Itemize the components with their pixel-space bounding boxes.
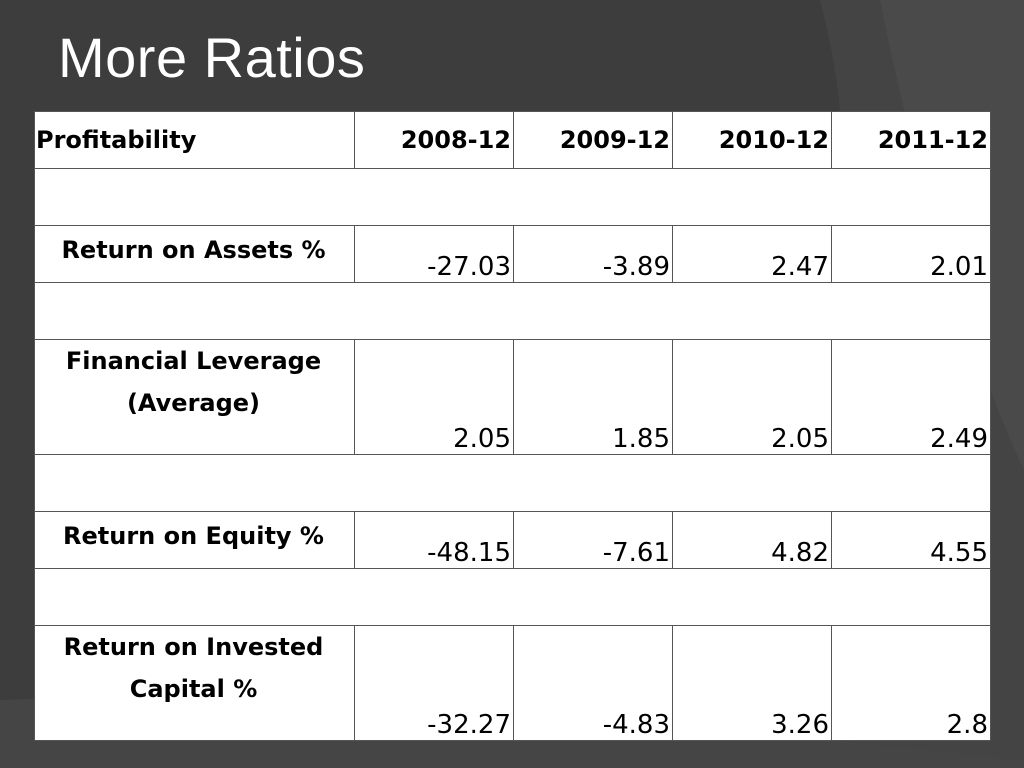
header-year: 2010-12 <box>672 111 832 169</box>
metric-label: Return on Invested Capital % <box>34 625 355 741</box>
metric-value: -48.15 <box>354 511 514 569</box>
metric-value: 2.05 <box>672 339 832 455</box>
metric-value: 4.55 <box>831 511 991 569</box>
metric-value: -4.83 <box>513 625 673 741</box>
metric-value: 2.49 <box>831 339 991 455</box>
metric-label: Return on Equity % <box>34 511 355 569</box>
spacer-cell <box>34 454 991 512</box>
metric-value: 2.01 <box>831 225 991 283</box>
spacer-cell <box>34 568 991 626</box>
header-year: 2009-12 <box>513 111 673 169</box>
table-row: Return on Invested Capital % -32.27 -4.8… <box>34 625 991 741</box>
header-year: 2011-12 <box>831 111 991 169</box>
metric-value: 1.85 <box>513 339 673 455</box>
spacer-row <box>34 282 991 340</box>
table-row: Return on Assets % -27.03 -3.89 2.47 2.0… <box>34 225 991 283</box>
metric-value: -3.89 <box>513 225 673 283</box>
spacer-row <box>34 454 991 512</box>
spacer-row <box>34 568 991 626</box>
metric-value: 2.8 <box>831 625 991 741</box>
ratios-table: Profitability 2008-12 2009-12 2010-12 20… <box>34 111 991 741</box>
table-row: Return on Equity % -48.15 -7.61 4.82 4.5… <box>34 511 991 569</box>
slide-title: More Ratios <box>58 26 366 89</box>
metric-value: 4.82 <box>672 511 832 569</box>
metric-label: Return on Assets % <box>34 225 355 283</box>
header-year: 2008-12 <box>354 111 514 169</box>
header-label: Profitability <box>34 111 355 169</box>
spacer-cell <box>34 282 991 340</box>
metric-value: 2.47 <box>672 225 832 283</box>
table-header-row: Profitability 2008-12 2009-12 2010-12 20… <box>34 111 991 169</box>
metric-value: 3.26 <box>672 625 832 741</box>
table-row: Financial Leverage (Average) 2.05 1.85 2… <box>34 339 991 455</box>
metric-label: Financial Leverage (Average) <box>34 339 355 455</box>
metric-value: -32.27 <box>354 625 514 741</box>
metric-value: -7.61 <box>513 511 673 569</box>
spacer-cell <box>34 168 991 226</box>
metric-value: 2.05 <box>354 339 514 455</box>
spacer-row <box>34 168 991 226</box>
metric-value: -27.03 <box>354 225 514 283</box>
